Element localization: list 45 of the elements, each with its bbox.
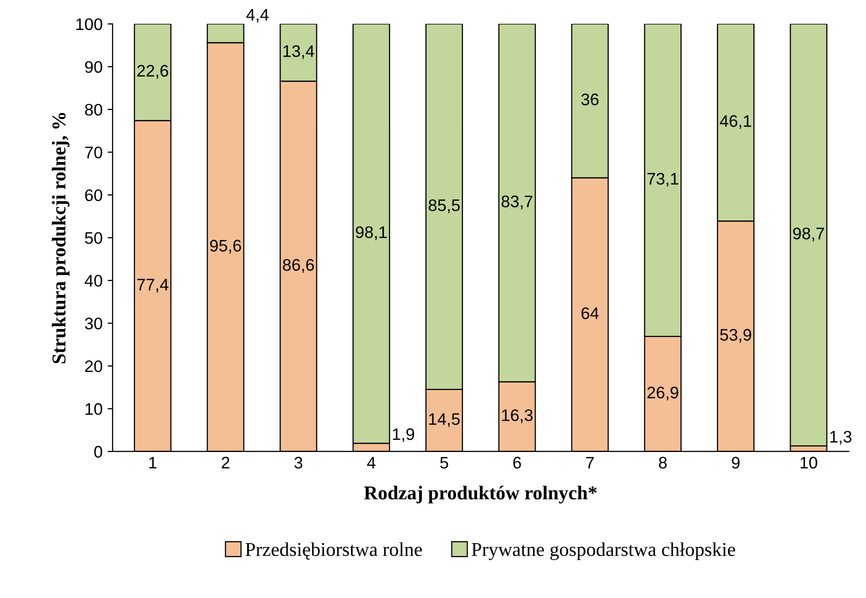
y-tick-label: 30 <box>84 318 102 330</box>
y-tick-label: 0 <box>94 446 102 458</box>
data-label: 14,5 <box>429 413 460 427</box>
data-label: 36 <box>581 94 598 106</box>
y-tick-label: 90 <box>85 61 102 73</box>
data-label: 1,9 <box>392 428 414 442</box>
x-tick-label: 4 <box>367 456 376 468</box>
x-tick-label: 6 <box>513 456 521 469</box>
x-axis-title: Rodzaj produktów rolnych* <box>364 486 597 504</box>
data-label: 73,1 <box>647 172 678 187</box>
x-tick-label: 7 <box>586 456 594 468</box>
data-label: 46,1 <box>720 115 752 129</box>
data-label: 26,9 <box>647 386 678 400</box>
x-tick-label: 10 <box>800 456 818 469</box>
y-tick-label: 50 <box>84 232 102 244</box>
data-label: 1,3 <box>830 430 852 445</box>
x-tick-label: 2 <box>222 456 230 468</box>
x-tick-label: 1 <box>149 456 156 468</box>
y-axis-title: Struktura produkcji rolnej, % <box>52 112 70 364</box>
y-tick-label: 60 <box>85 189 102 202</box>
y-tick-label: 70 <box>85 146 102 158</box>
data-label: 86,6 <box>282 259 314 273</box>
data-label: 98,1 <box>356 226 387 240</box>
y-tick-label: 40 <box>84 274 102 287</box>
y-tick-label: 100 <box>76 18 102 30</box>
data-label: 22,6 <box>137 64 168 79</box>
x-tick-label: 5 <box>440 456 448 469</box>
data-label: 77,4 <box>137 278 168 292</box>
x-tick-label: 9 <box>732 456 740 469</box>
data-label: 64 <box>582 307 599 320</box>
data-label: 53,9 <box>720 328 752 343</box>
data-label: 98,7 <box>793 228 824 242</box>
data-label: 13,4 <box>283 45 314 60</box>
x-tick-label: 8 <box>658 456 667 469</box>
y-tick-label: 80 <box>85 104 102 116</box>
data-label: 83,7 <box>502 196 532 210</box>
y-tick-label: 20 <box>85 360 102 372</box>
legend-label: Przedsiębiorstwa rolne <box>245 542 422 560</box>
x-tick-label: 3 <box>294 456 302 469</box>
legend-label: Prywatne gospodarstwa chłopskie <box>472 542 736 560</box>
data-label: 4,4 <box>246 8 269 23</box>
y-tick-label: 10 <box>86 403 102 415</box>
data-label: 85,5 <box>428 199 460 214</box>
data-label: 16,3 <box>502 409 533 424</box>
data-label: 95,6 <box>210 240 242 254</box>
